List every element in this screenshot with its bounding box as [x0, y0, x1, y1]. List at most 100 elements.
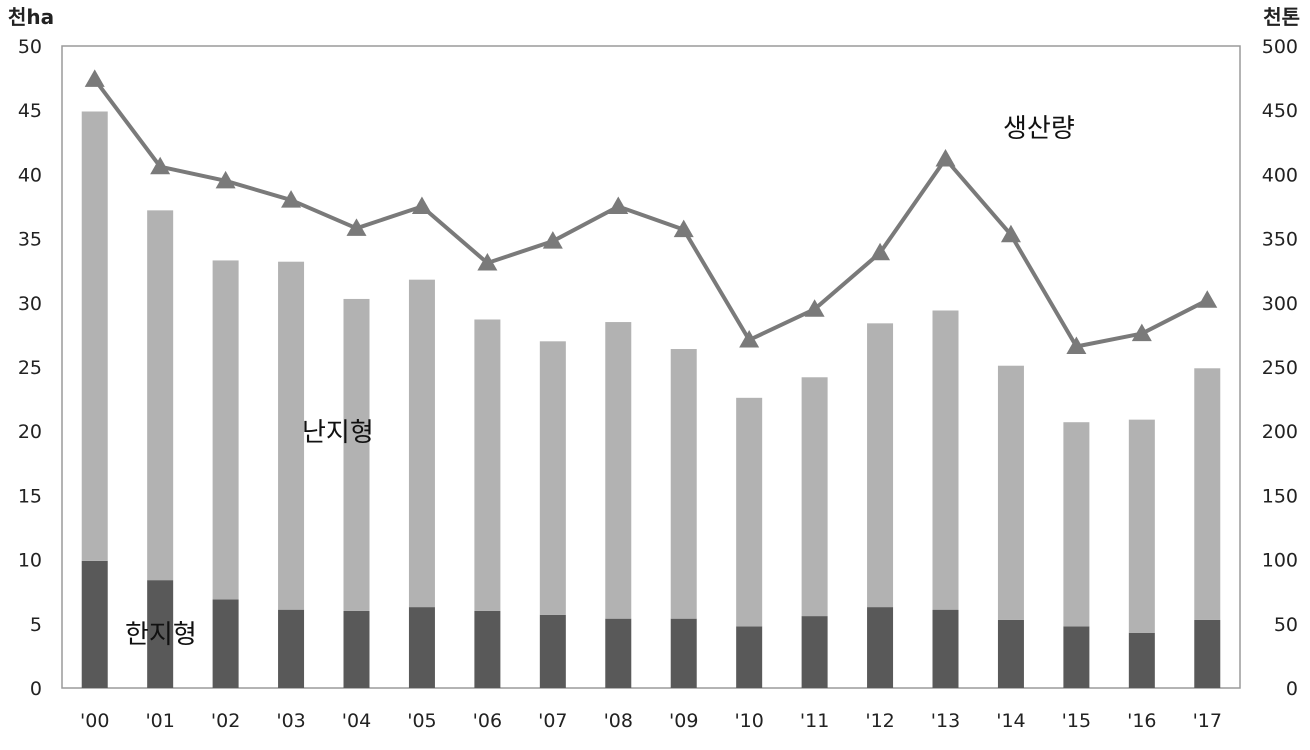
bars: [81, 111, 1221, 688]
bar-hanji: [605, 618, 632, 688]
x-tick-label: '16: [1127, 710, 1156, 732]
x-tick-label: '06: [473, 710, 502, 732]
bar-hanji: [343, 610, 370, 688]
left-tick-label: 50: [18, 36, 42, 58]
right-axis-unit: 천톤: [1263, 5, 1300, 29]
production-point: [281, 190, 302, 208]
left-tick-label: 15: [18, 485, 42, 507]
bar-hanji: [81, 560, 108, 688]
x-tick-label: '04: [342, 710, 371, 732]
right-tick-label: 0: [1286, 678, 1298, 700]
bar-hanji: [1128, 632, 1155, 688]
production-point: [215, 170, 236, 189]
bar-nanji: [605, 322, 632, 619]
bar-nanji: [539, 341, 566, 615]
right-axis-ticks: 0 50 100 150 200 250 300 350 400 450 500: [1262, 36, 1298, 700]
bar-nanji: [736, 397, 763, 627]
bar-hanji: [474, 610, 501, 688]
x-tick-label: '00: [80, 710, 109, 732]
annotation-hanji: 한지형: [125, 620, 197, 650]
bar-nanji: [670, 349, 697, 619]
left-tick-label: 25: [18, 357, 42, 379]
production-point: [84, 69, 105, 87]
x-tick-label: '17: [1193, 710, 1222, 732]
x-tick-label: '07: [538, 710, 567, 732]
bar-nanji: [1063, 422, 1090, 627]
left-axis-unit: 천ha: [8, 5, 54, 29]
x-tick-label: '08: [604, 710, 633, 732]
annotation-nanji: 난지형: [302, 418, 374, 448]
bar-nanji: [147, 210, 174, 581]
bar-nanji: [1128, 419, 1155, 633]
bar-nanji: [278, 261, 305, 610]
bar-hanji: [867, 607, 894, 688]
production-point: [608, 196, 629, 214]
bar-hanji: [736, 626, 763, 688]
bar-hanji: [147, 580, 174, 688]
bar-nanji: [1194, 368, 1221, 620]
production-point: [739, 330, 760, 348]
production-point: [1197, 290, 1218, 308]
production-point: [804, 299, 825, 317]
right-tick-label: 100: [1262, 550, 1298, 572]
x-tick-label: '05: [407, 710, 436, 732]
x-tick-label: '11: [800, 710, 829, 732]
right-tick-label: 400: [1262, 164, 1298, 186]
x-tick-label: '02: [211, 710, 240, 732]
production-point: [1131, 323, 1152, 342]
production-point: [477, 252, 498, 271]
bar-hanji: [932, 609, 959, 688]
bar-hanji: [1063, 626, 1090, 688]
bar-hanji: [278, 609, 305, 688]
bar-hanji: [408, 607, 435, 688]
bar-hanji: [670, 618, 697, 688]
right-tick-label: 300: [1262, 293, 1298, 315]
bar-hanji: [997, 619, 1024, 688]
bar-nanji: [474, 319, 501, 611]
production-point: [346, 218, 367, 236]
bar-nanji: [81, 111, 108, 561]
left-tick-label: 5: [30, 614, 42, 636]
bar-nanji: [408, 279, 435, 608]
bar-nanji: [932, 310, 959, 610]
right-tick-label: 50: [1274, 614, 1298, 636]
production-point: [1000, 224, 1021, 243]
x-tick-label: '13: [931, 710, 960, 732]
production-point: [935, 148, 956, 167]
production-point: [150, 156, 171, 175]
left-tick-label: 35: [18, 229, 42, 251]
bar-nanji: [212, 260, 239, 600]
right-tick-label: 250: [1262, 357, 1298, 379]
left-tick-label: 30: [18, 293, 42, 315]
left-tick-label: 20: [18, 421, 42, 443]
left-tick-label: 10: [18, 550, 42, 572]
production-line-path: [93, 78, 1209, 349]
production-line: [84, 69, 1218, 354]
right-tick-label: 150: [1262, 485, 1298, 507]
x-tick-label: '14: [996, 710, 1025, 732]
bar-hanji: [801, 616, 828, 688]
right-tick-label: 500: [1262, 36, 1298, 58]
left-tick-label: 0: [30, 678, 42, 700]
production-point: [1066, 336, 1087, 354]
left-axis-ticks: 0 5 10 15 20 25 30 35 40 45 50: [18, 36, 42, 700]
x-tick-label: '12: [865, 710, 894, 732]
x-tick-label: '09: [669, 710, 698, 732]
x-tick-label: '03: [276, 710, 305, 732]
bar-nanji: [997, 365, 1024, 620]
bar-hanji: [539, 614, 566, 688]
bar-nanji: [343, 298, 370, 611]
bar-nanji: [867, 323, 894, 608]
production-point: [870, 242, 891, 261]
bar-nanji: [801, 377, 828, 617]
right-tick-label: 200: [1262, 421, 1298, 443]
production-point: [673, 219, 694, 238]
x-axis-ticks: '00 '01 '02 '03 '04 '05 '06 '07 '08 '09 '10 '11 '12 '…: [80, 710, 1222, 732]
bar-hanji: [212, 599, 239, 688]
left-tick-label: 40: [18, 164, 42, 186]
right-tick-label: 350: [1262, 229, 1298, 251]
plot-area-frame: [61, 45, 1241, 689]
left-tick-label: 45: [18, 100, 42, 122]
